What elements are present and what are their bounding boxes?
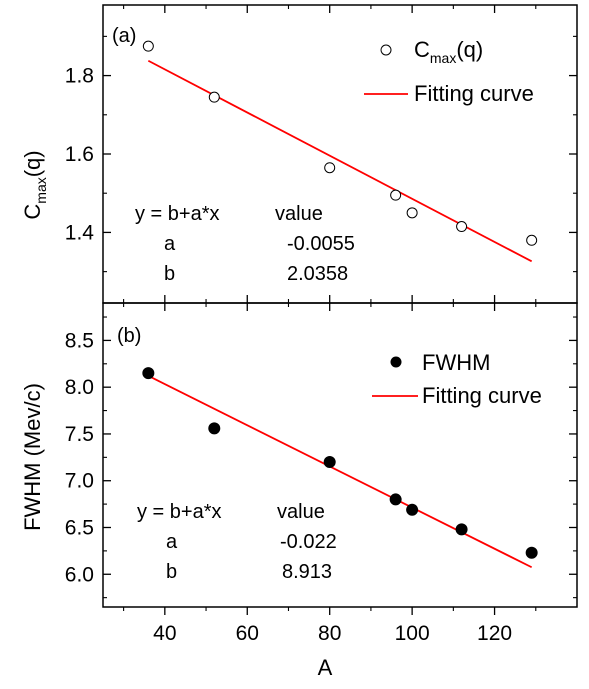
fit-table-param: a [166,531,178,553]
panel-b-legend-label-data: FWHM [422,350,490,375]
y-tick-label: 1.6 [65,143,94,166]
x-tick-label: 40 [153,622,176,645]
data-point [525,546,538,559]
data-point [406,207,418,219]
panel-b-legend-marker [390,356,402,368]
y-tick-label: 6.0 [65,563,94,586]
panel-b-fit-table: y = b+a*x value a -0.022 b 8.913 [137,501,337,583]
panel-a-legend: Cmax(q) Fitting curve [364,37,534,106]
panel-b: (b) 6.0 6.5 7.0 7.5 8.0 8.5 40 60 80 100 120 FWHM … [20,302,578,680]
y-tick-label: 1.8 [65,65,94,88]
data-point [324,162,336,174]
fit-table-header-eq: y = b+a*x [137,501,222,523]
panel-a-ticks: 1.4 1.6 1.8 [65,5,577,303]
x-axis-label: A [318,655,333,680]
data-point [390,189,402,201]
y-tick-label: 1.4 [65,221,95,244]
fit-table-header-value: value [277,501,325,523]
data-point [208,91,220,103]
fit-table-header-value: value [275,203,323,225]
y-tick-label: 7.5 [65,423,94,446]
fit-line [147,375,533,569]
panel-b-fit-line [147,375,533,569]
fit-table-value: -0.0055 [287,233,355,255]
fit-table-param: b [164,263,175,285]
fit-table-value: 8.913 [282,561,332,583]
panel-b-label: (b) [117,325,141,347]
panel-a: (a) 1.4 1.6 1.8 Cmax(q) Cmax(q) Fitting cu… [20,4,578,304]
fit-table-header-eq: y = b+a*x [135,203,220,225]
data-point [456,221,468,233]
y-tick-label: 8.5 [65,329,94,352]
panel-a-fit-table: y = b+a*x value a -0.0055 b 2.0358 [135,203,355,285]
panel-a-ylabel: Cmax(q) [20,150,49,219]
x-tick-label: 120 [477,622,512,645]
x-tick-label: 100 [395,622,430,645]
data-point [142,367,155,380]
y-tick-label: 6.5 [65,516,94,539]
data-point [323,456,336,469]
panel-b-ticks: 6.0 6.5 7.0 7.5 8.0 8.5 40 60 80 100 120 [65,303,577,645]
panel-a-points [142,40,538,246]
data-point [142,40,154,52]
panel-a-legend-label-fit: Fitting curve [414,81,534,106]
data-point [389,493,402,506]
data-point [526,234,538,246]
fit-table-value: 2.0358 [287,263,348,285]
x-tick-label: 60 [236,622,259,645]
panel-a-label: (a) [112,25,136,47]
panel-b-points [142,367,538,559]
fit-table-param: a [164,233,176,255]
data-point [406,503,419,516]
fit-table-param: b [166,561,177,583]
panel-b-legend: FWHM Fitting curve [372,350,542,408]
x-tick-label: 80 [318,622,341,645]
panel-b-legend-label-fit: Fitting curve [422,383,542,408]
panel-b-ylabel: FWHM (Mev/c) [20,383,45,531]
panel-a-legend-marker [380,44,392,56]
y-tick-label: 8.0 [65,376,94,399]
panel-a-frame [102,4,578,304]
panel-a-legend-label-data: Cmax(q) [414,37,483,66]
data-point [208,422,221,435]
fit-table-value: -0.022 [280,531,337,553]
y-tick-label: 7.0 [65,470,94,493]
panel-b-frame [102,302,578,608]
data-point [455,523,468,536]
